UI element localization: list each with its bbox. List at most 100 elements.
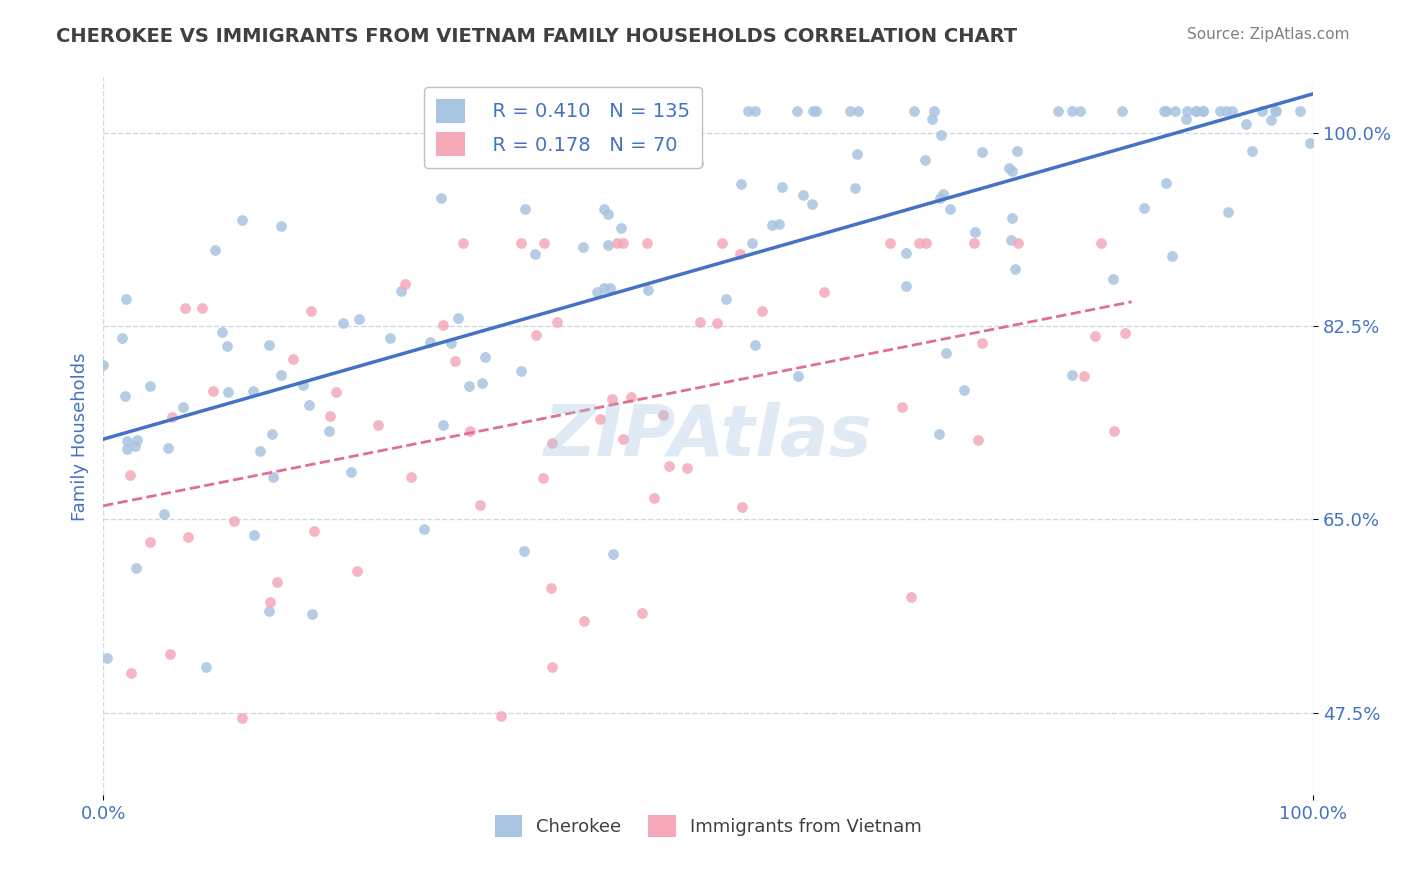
Point [1216,204,1239,219]
Point [1154,103,1177,118]
Point [432,417,454,432]
Point [1073,368,1095,383]
Point [599,281,621,295]
Point [1191,103,1213,118]
Point [813,285,835,299]
Point [259,595,281,609]
Point [347,311,370,326]
Point [593,202,616,216]
Point [1001,211,1024,225]
Point [1114,326,1136,340]
Point [298,398,321,412]
Point [533,236,555,251]
Point [606,236,628,251]
Point [1209,103,1232,118]
Point [675,461,697,475]
Point [915,236,938,251]
Point [1234,117,1257,131]
Point [1001,164,1024,178]
Point [195,660,218,674]
Point [574,614,596,628]
Point [443,354,465,368]
Point [120,665,142,680]
Point [1007,236,1029,251]
Point [1062,103,1084,118]
Point [266,575,288,590]
Point [932,187,955,202]
Point [963,225,986,239]
Point [1299,136,1322,150]
Point [176,530,198,544]
Point [215,339,238,353]
Point [510,236,533,251]
Point [1175,103,1198,118]
Point [922,103,945,118]
Point [1154,176,1177,190]
Point [928,427,950,442]
Point [963,236,986,251]
Point [1241,145,1264,159]
Point [1133,201,1156,215]
Point [716,292,738,306]
Point [1084,329,1107,343]
Point [242,384,264,398]
Point [1251,103,1274,118]
Point [510,364,533,378]
Point [711,236,734,251]
Point [367,417,389,432]
Point [260,426,283,441]
Point [217,385,239,400]
Text: Source: ZipAtlas.com: Source: ZipAtlas.com [1187,27,1350,42]
Point [792,188,814,202]
Point [593,281,616,295]
Point [1104,424,1126,438]
Point [319,409,342,424]
Point [332,317,354,331]
Point [914,153,936,167]
Point [301,607,323,622]
Point [744,103,766,118]
Point [801,103,824,118]
Point [572,240,595,254]
Point [270,368,292,383]
Point [513,544,536,558]
Point [586,285,609,300]
Point [249,444,271,458]
Point [262,470,284,484]
Point [770,179,793,194]
Point [389,284,412,298]
Point [211,325,233,339]
Point [451,236,474,251]
Point [612,433,634,447]
Point [124,439,146,453]
Point [751,303,773,318]
Point [222,515,245,529]
Point [458,379,481,393]
Point [191,301,214,316]
Point [159,647,181,661]
Point [401,470,423,484]
Point [1153,103,1175,118]
Point [111,331,134,345]
Point [1185,103,1208,118]
Point [394,277,416,291]
Point [786,369,808,384]
Point [139,378,162,392]
Point [1090,236,1112,251]
Point [879,236,901,251]
Point [806,103,828,118]
Point [929,190,952,204]
Point [589,412,612,426]
Point [596,207,619,221]
Point [1161,249,1184,263]
Point [737,103,759,118]
Point [546,315,568,329]
Point [598,238,620,252]
Point [728,247,751,261]
Point [921,112,943,126]
Point [125,560,148,574]
Point [160,409,183,424]
Point [152,507,174,521]
Point [474,350,496,364]
Point [524,247,547,261]
